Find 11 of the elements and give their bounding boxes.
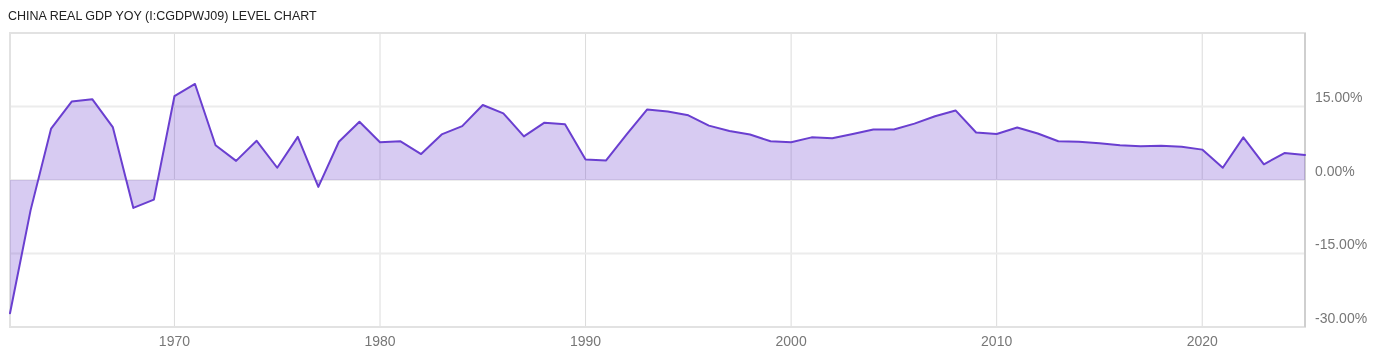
- x-tick-label: 2020: [1186, 333, 1218, 349]
- y-tick-label: -15.00%: [1315, 236, 1368, 253]
- x-tick-label: 2010: [981, 333, 1013, 349]
- x-tick-label: 1990: [569, 333, 602, 349]
- y-tick-label: 15.00%: [1315, 89, 1363, 106]
- chart-title: CHINA REAL GDP YOY (I:CGDPWJ09) LEVEL CHART: [8, 9, 318, 23]
- x-tick-label: 1970: [158, 333, 191, 349]
- x-tick-label: 2000: [775, 333, 807, 349]
- x-tick-label: 1980: [364, 333, 396, 349]
- y-tick-label: -30.00%: [1315, 309, 1368, 326]
- y-tick-label: 0.00%: [1315, 162, 1355, 179]
